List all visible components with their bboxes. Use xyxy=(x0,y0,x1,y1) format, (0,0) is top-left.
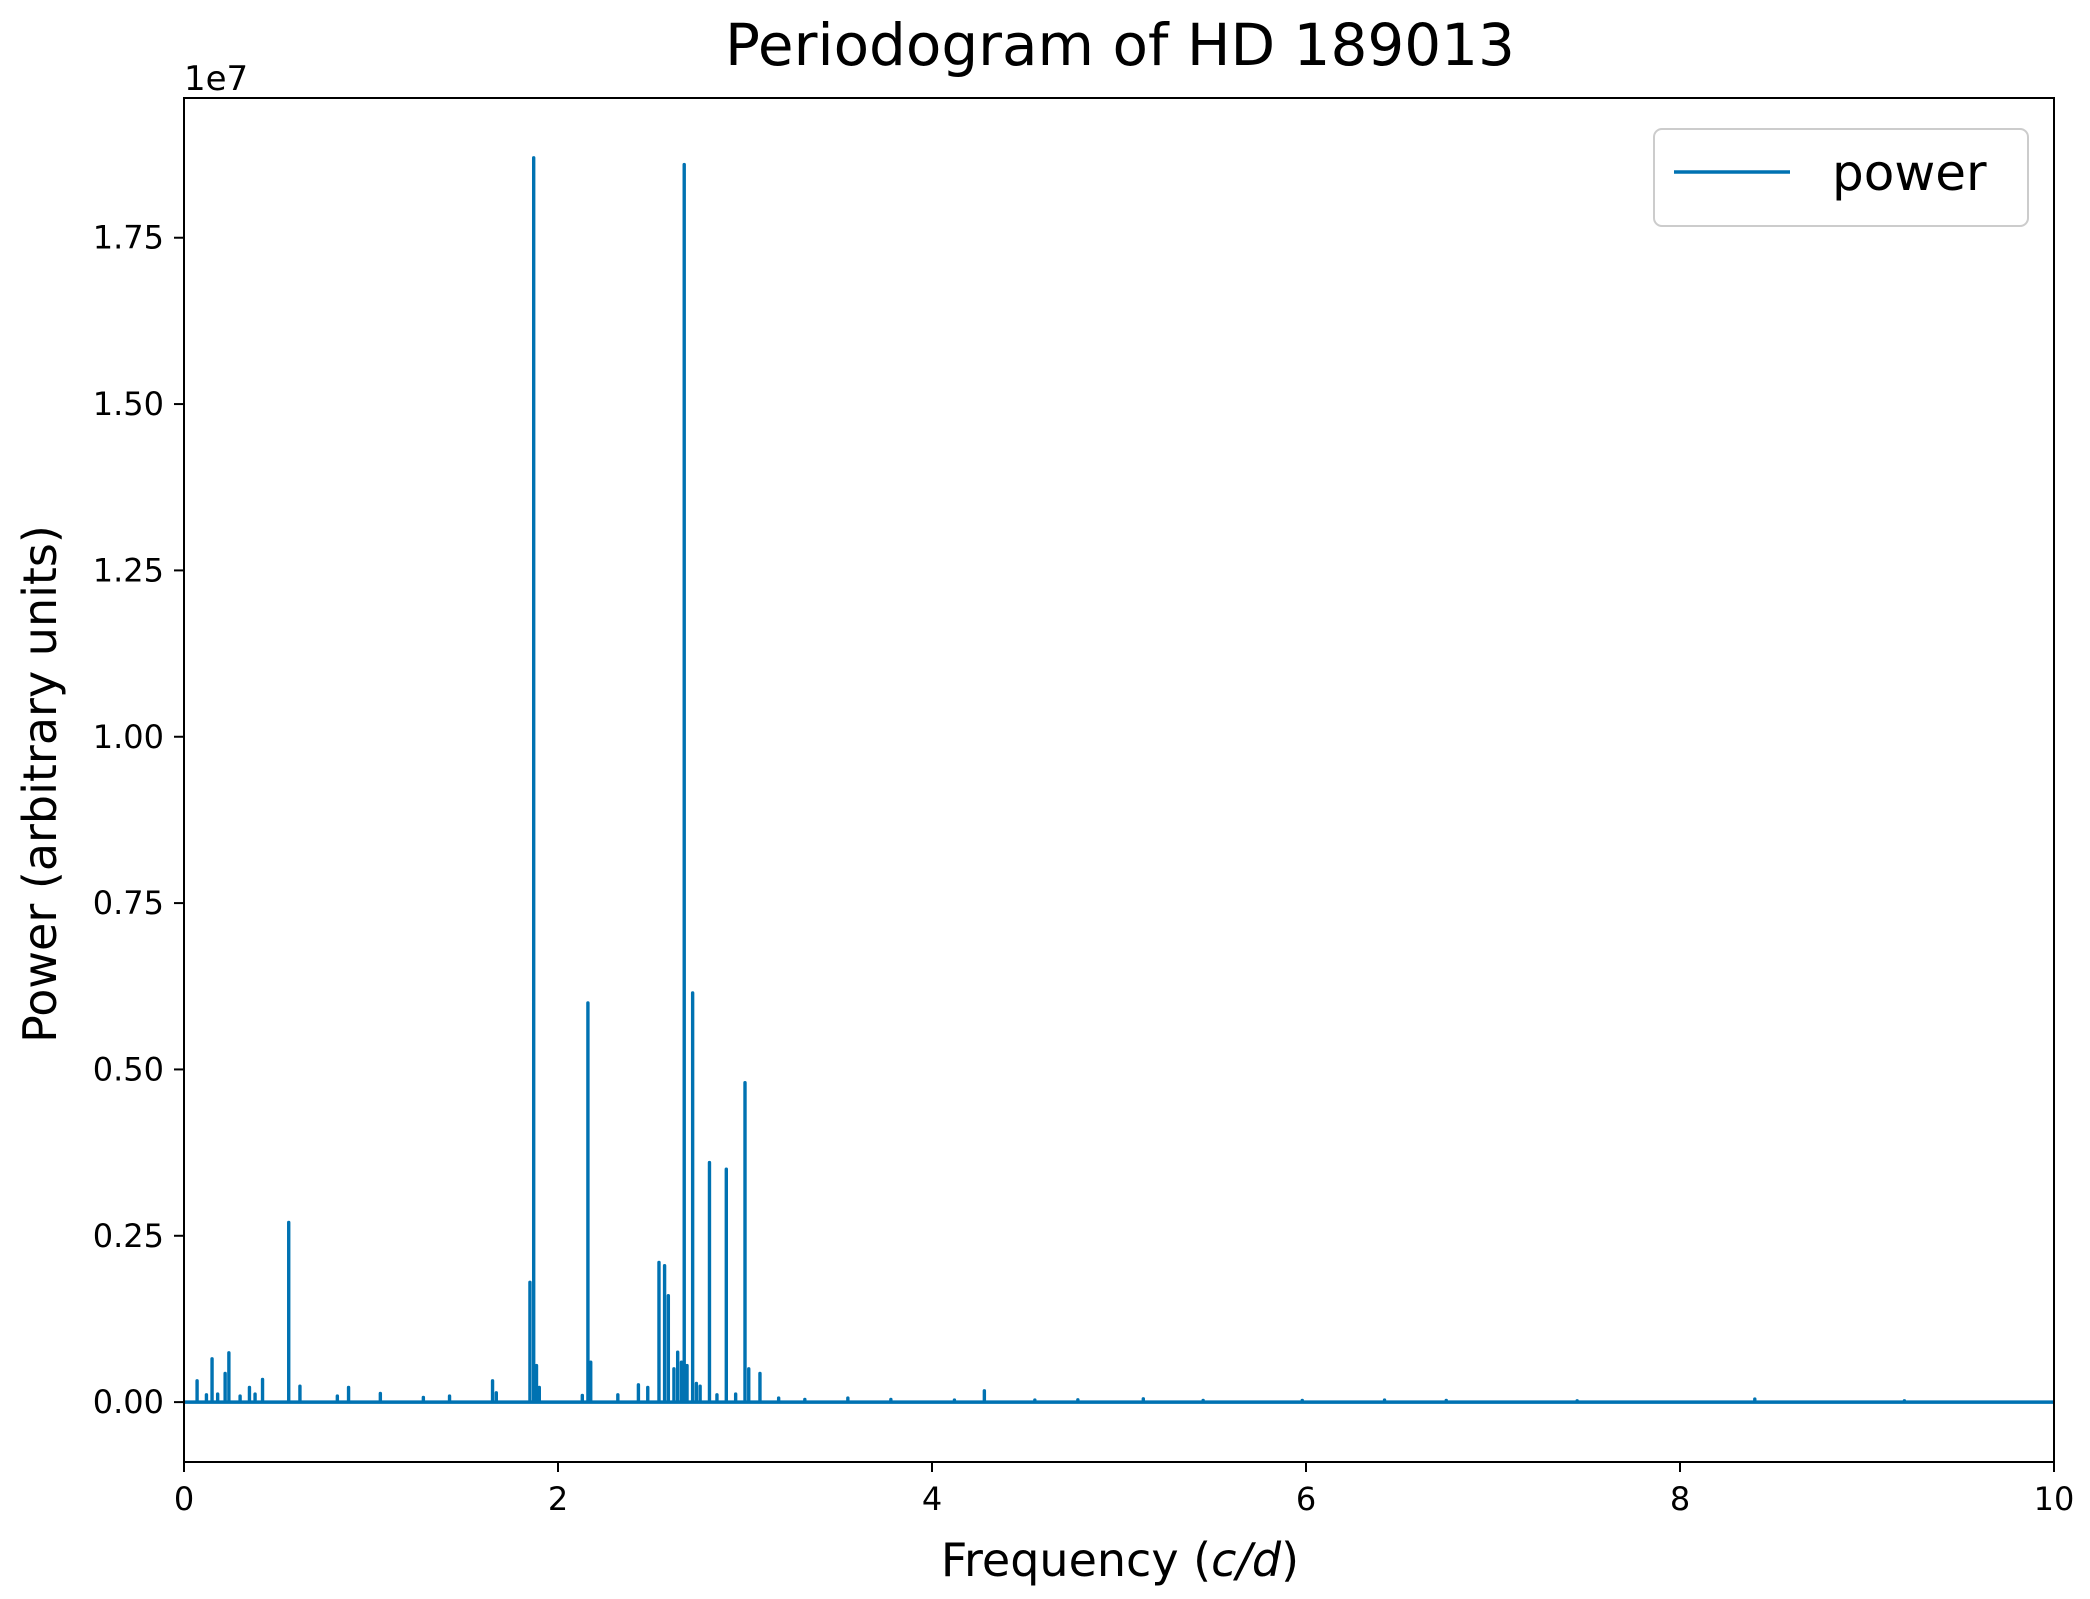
x-tick-label: 8 xyxy=(1670,1480,1690,1518)
x-tick-label: 4 xyxy=(922,1480,942,1518)
y-tick-label: 1.00 xyxy=(93,718,164,756)
x-tick-label: 6 xyxy=(1296,1480,1316,1518)
x-axis-label-prefix: Frequency ( xyxy=(941,1533,1211,1587)
x-tick-label: 0 xyxy=(174,1480,194,1518)
y-tick-label: 1.75 xyxy=(93,219,164,257)
x-axis-label-suffix: ) xyxy=(1281,1533,1299,1587)
y-tick-label: 0.75 xyxy=(93,884,164,922)
power-series-line xyxy=(184,156,2054,1404)
legend-box xyxy=(1653,128,2029,227)
y-tick-label: 1.25 xyxy=(93,551,164,589)
y-tick-label: 0.00 xyxy=(93,1383,164,1421)
y-tick-label: 0.50 xyxy=(93,1050,164,1088)
legend: power xyxy=(1653,128,2029,227)
x-axis-label-unit: c/d xyxy=(1211,1533,1282,1587)
legend-label-power: power xyxy=(1832,144,1987,202)
x-axis-label: Frequency (c/d) xyxy=(941,1533,1299,1587)
plot-area-frame xyxy=(183,97,2055,1463)
x-tick-label: 2 xyxy=(548,1480,568,1518)
x-axis-ticks: 0 2 4 6 8 10 xyxy=(174,1462,2075,1518)
y-axis-ticks: 0.00 0.25 0.50 0.75 1.00 1.25 1.50 1.75 xyxy=(93,219,184,1421)
chart-title: Periodogram of HD 189013 xyxy=(725,11,1515,79)
y-axis-label: Power (arbitrary units) xyxy=(13,525,67,1043)
x-tick-label: 10 xyxy=(2034,1480,2075,1518)
y-tick-label: 0.25 xyxy=(93,1217,164,1255)
y-tick-label: 1.50 xyxy=(93,385,164,423)
y-axis-offset-label: 1e7 xyxy=(184,59,248,99)
